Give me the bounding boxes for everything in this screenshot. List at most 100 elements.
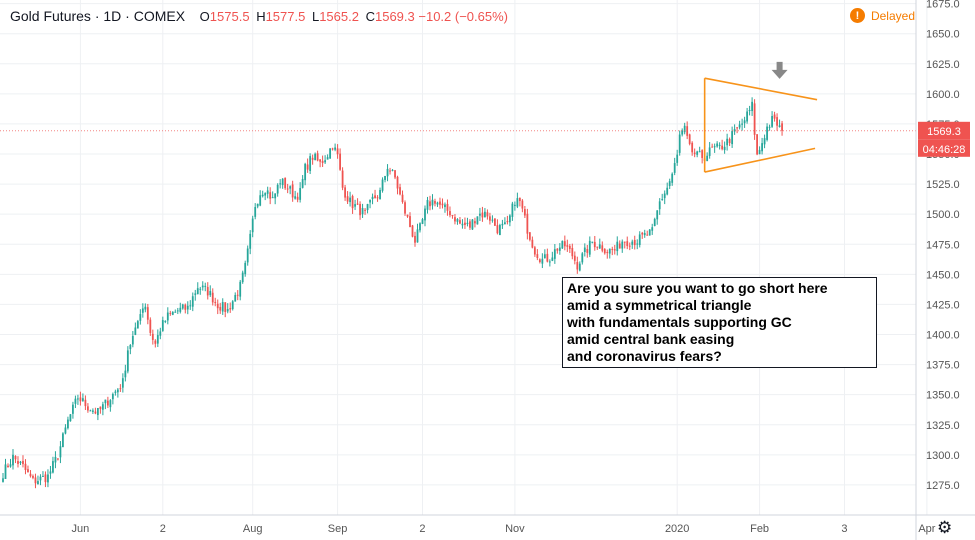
candle-body xyxy=(194,293,197,295)
candle-body xyxy=(451,215,454,217)
candle-body xyxy=(134,327,137,335)
candle-body xyxy=(371,196,374,200)
change-value: −10.2 (−0.65%) xyxy=(418,9,508,24)
candle-body xyxy=(39,476,42,481)
candle-body xyxy=(631,241,634,245)
candle-body xyxy=(91,410,94,412)
candle-body xyxy=(229,308,232,310)
candle-body xyxy=(753,103,756,135)
candle-body xyxy=(336,148,339,155)
candle-body xyxy=(691,142,694,153)
candle-body xyxy=(508,215,511,223)
candle-body xyxy=(259,195,262,206)
candle-body xyxy=(101,404,104,410)
candle-body xyxy=(356,203,359,205)
candle-body xyxy=(628,245,631,247)
price-tick-label: 1625.0 xyxy=(926,59,960,71)
candles xyxy=(2,97,783,489)
candle-body xyxy=(389,170,391,172)
candle-body xyxy=(731,131,734,145)
candle-body xyxy=(561,240,564,249)
time-tick-label: 2 xyxy=(419,523,425,535)
candle-body xyxy=(261,194,264,197)
candle-body xyxy=(434,201,436,204)
candle-body xyxy=(681,130,684,135)
candle-body xyxy=(394,170,396,178)
candle-body xyxy=(294,196,297,199)
candle-body xyxy=(89,410,92,412)
candle-body xyxy=(596,246,599,248)
candle-body xyxy=(641,232,644,235)
candle-body xyxy=(419,223,421,231)
candle-body xyxy=(696,151,699,155)
candle-body xyxy=(239,281,242,297)
price-tick-label: 1325.0 xyxy=(926,420,960,432)
candle-body xyxy=(536,254,539,258)
candle-body xyxy=(186,305,189,310)
candle-body xyxy=(176,310,179,312)
candle-body xyxy=(299,188,302,200)
candle-body xyxy=(661,198,664,200)
candle-body xyxy=(761,143,763,152)
candle-body xyxy=(401,194,404,203)
candle-body xyxy=(306,164,309,170)
candle-body xyxy=(546,253,549,262)
candle-body xyxy=(284,177,287,189)
candle-body xyxy=(37,481,39,485)
candle-body xyxy=(459,220,461,224)
candle-body xyxy=(206,287,209,296)
candle-body xyxy=(733,129,736,132)
candle-body xyxy=(314,153,317,161)
candle-body xyxy=(446,203,449,211)
candle-body xyxy=(291,184,294,198)
grid xyxy=(0,0,928,515)
candle-body xyxy=(456,219,459,222)
candle-body xyxy=(311,157,314,160)
time-axis[interactable]: Jun2AugSep2Nov2020Feb3AprMay xyxy=(0,514,975,535)
candle-body xyxy=(171,311,174,315)
candle-body xyxy=(728,139,731,144)
candle-body xyxy=(491,219,494,221)
candle-body xyxy=(12,454,14,466)
candle-body xyxy=(54,456,57,463)
candle-body xyxy=(379,190,381,200)
candle-body xyxy=(613,249,616,251)
gear-icon[interactable]: ⚙ xyxy=(937,518,953,537)
candle-body xyxy=(331,148,334,150)
candle-body xyxy=(763,138,766,145)
candle-body xyxy=(109,400,112,408)
candle-body xyxy=(141,308,144,313)
candle-body xyxy=(723,146,726,151)
candle-body xyxy=(503,222,506,225)
candle-body xyxy=(264,193,267,196)
candle-body xyxy=(663,193,666,199)
candle-body xyxy=(406,214,409,217)
candle-body xyxy=(154,340,157,344)
candle-body xyxy=(441,203,444,206)
delayed-status[interactable]: ! Delayed xyxy=(849,8,915,23)
candle-body xyxy=(271,197,274,199)
candle-body xyxy=(181,304,184,309)
candle-body xyxy=(558,247,561,251)
candle-body xyxy=(464,222,466,225)
candle-body xyxy=(366,204,369,211)
countdown-value: 04:46:28 xyxy=(923,144,966,156)
candle-body xyxy=(726,138,729,146)
candle-body xyxy=(773,114,776,119)
candle-body xyxy=(436,202,439,205)
candle-body xyxy=(319,159,322,162)
candle-body xyxy=(136,321,139,329)
candle-body xyxy=(513,204,516,206)
candle-body xyxy=(72,404,74,414)
candle-body xyxy=(52,461,54,473)
candle-body xyxy=(566,245,569,247)
price-tick-label: 1650.0 xyxy=(926,29,960,41)
candle-body xyxy=(309,156,312,171)
candle-body xyxy=(349,197,351,203)
price-axis[interactable]: 1275.0 1300.0 1325.0 1350.0 1375.0 1400.0 1425… xyxy=(915,0,970,540)
candle-body xyxy=(496,225,499,234)
candle-body xyxy=(583,247,586,253)
candle-body xyxy=(246,248,249,263)
candle-body xyxy=(169,312,172,314)
